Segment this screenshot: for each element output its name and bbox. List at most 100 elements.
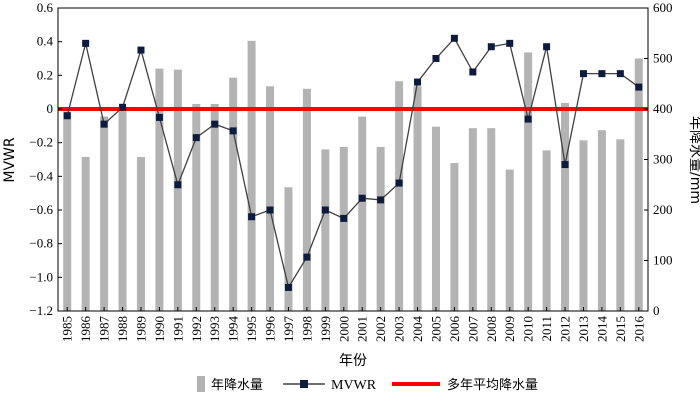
legend-mvwr-label: MVWR [331, 378, 377, 393]
precip-bar [450, 163, 459, 311]
mvwr-point [358, 194, 366, 202]
mvwr-point [414, 78, 422, 86]
mvwr-line [66, 37, 640, 290]
x-tick-label: 2005 [428, 316, 443, 342]
left-tick-label: 0.6 [37, 0, 54, 15]
precip-bar [339, 146, 348, 311]
x-tick-label: 1989 [133, 316, 148, 342]
y-right-title: 年降水量/mm [687, 116, 700, 204]
mvwr-point [598, 70, 606, 78]
x-tick-label: 2001 [355, 316, 370, 342]
precip-bar [376, 146, 385, 311]
precip-bar [579, 140, 588, 311]
precip-bar [100, 116, 109, 311]
mvwr-point [63, 112, 71, 120]
legend: 年降水量 MVWR 多年平均降水量 [197, 376, 538, 393]
right-tick-label: 0 [653, 303, 660, 318]
mvwr-point [321, 206, 329, 214]
x-tick-label: 2003 [392, 316, 407, 342]
precip-bar [266, 86, 275, 312]
mvwr-point [303, 253, 311, 261]
right-axis-ticks: 600 500 400 300 200 100 0 [644, 0, 673, 318]
x-tick-label: 2002 [373, 316, 388, 342]
x-tick-label: 2011 [539, 316, 554, 342]
left-tick-label: −0.2 [29, 135, 53, 150]
mvwr-point [137, 46, 145, 54]
left-tick-label: 0.4 [37, 34, 54, 49]
precip-bar [413, 86, 422, 312]
x-tick-label: 1988 [115, 316, 130, 342]
legend-mvwr-marker [300, 380, 308, 388]
right-tick-label: 600 [653, 0, 673, 15]
mvwr-point [192, 134, 200, 142]
precip-bar [634, 58, 643, 311]
mvwr-point [616, 70, 624, 78]
precip-bar [505, 169, 514, 311]
precip-bar [616, 139, 625, 311]
x-tick-label: 1995 [244, 316, 259, 342]
mvwr-point [524, 115, 532, 123]
left-axis-ticks: 0.6 0.4 0.2 0 −0.2 −0.4 −0.6 −0.8 −1.0 −1.2 [29, 0, 62, 318]
x-tick-label: 2009 [502, 316, 517, 342]
mvwr-point [432, 55, 440, 62]
precip-bar [155, 68, 164, 311]
precip-bar [118, 109, 127, 311]
x-tick-label: 2012 [558, 316, 573, 342]
x-tick-label: 1991 [170, 316, 185, 342]
precip-bar [542, 150, 551, 311]
left-tick-label: 0 [47, 101, 54, 116]
mvwr-point [561, 161, 569, 169]
y-left-title: MVWR [2, 137, 18, 182]
mvwr-point [635, 83, 643, 91]
mvwr-point [543, 43, 551, 51]
precip-bar [561, 102, 570, 311]
precip-bar [229, 77, 238, 311]
mvwr-point [377, 196, 385, 204]
precip-bar [81, 156, 90, 311]
precip-bar [63, 111, 72, 312]
legend-mean-label: 多年平均降水量 [447, 377, 538, 393]
precip-bar [136, 156, 145, 311]
left-tick-label: −0.8 [29, 236, 53, 251]
left-tick-label: −0.6 [29, 202, 53, 217]
precip-bar [210, 103, 219, 311]
left-tick-label: 0.2 [37, 67, 53, 82]
right-tick-label: 500 [653, 51, 673, 66]
right-tick-label: 300 [653, 152, 673, 167]
x-tick-label: 2006 [447, 316, 462, 343]
precip-bar [302, 88, 311, 311]
x-tick-label: 2010 [521, 316, 536, 342]
x-tick-label: 1985 [60, 316, 75, 342]
x-tick-label: 1999 [318, 316, 333, 342]
precip-bar [431, 126, 440, 311]
x-tick-label: 1997 [281, 316, 296, 343]
mvwr-series [63, 34, 643, 291]
mvwr-point [155, 113, 163, 121]
precip-bar [468, 128, 477, 311]
precip-bar [487, 128, 496, 311]
x-axis-title: 年份 [339, 353, 367, 369]
x-tick-label: 1987 [97, 316, 112, 343]
x-tick-label: 1993 [207, 316, 222, 342]
mvwr-point [248, 213, 256, 221]
legend-bar-label: 年降水量 [211, 378, 263, 393]
mvwr-point [119, 103, 127, 111]
left-tick-label: −0.4 [29, 168, 53, 183]
precip-bar [321, 149, 330, 311]
mvwr-point [266, 206, 274, 214]
precip-bar [192, 103, 201, 311]
mvwr-point [395, 179, 403, 187]
right-tick-label: 400 [653, 101, 673, 116]
mvwr-point [506, 39, 514, 47]
x-tick-label: 2008 [484, 316, 499, 342]
x-tick-label: 1992 [189, 316, 204, 342]
mvwr-point [229, 127, 237, 135]
mvwr-point [579, 70, 587, 78]
precip-bar [395, 81, 404, 311]
right-tick-label: 200 [653, 202, 673, 217]
x-tick-label: 2004 [410, 316, 425, 343]
x-tick-label: 2007 [465, 316, 480, 343]
x-tick-label: 1994 [226, 316, 241, 343]
precip-bar [358, 116, 367, 311]
